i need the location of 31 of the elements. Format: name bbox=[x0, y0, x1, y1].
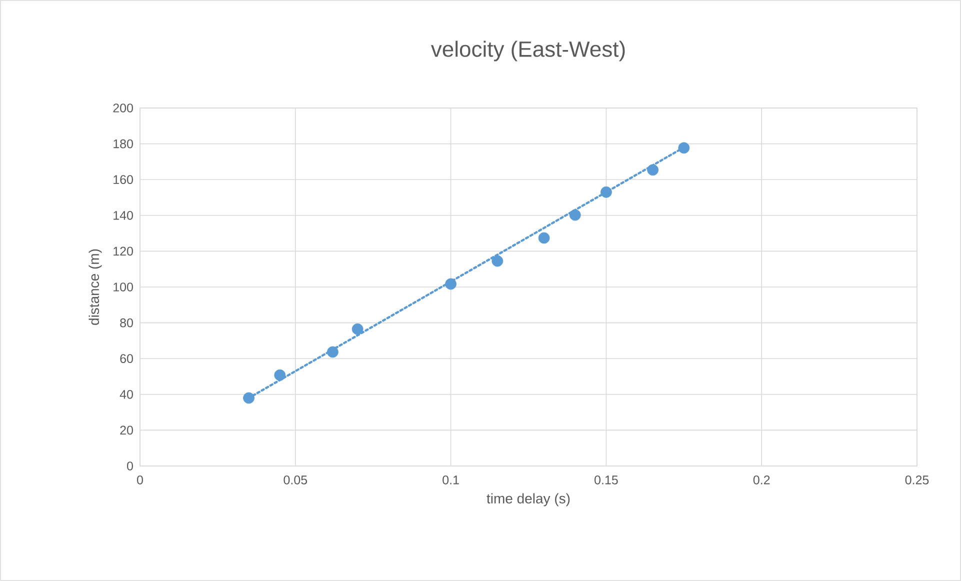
point bbox=[445, 278, 457, 290]
x-tick-label: 0.15 bbox=[594, 476, 618, 484]
y-tick-label: 120 bbox=[114, 246, 133, 256]
point bbox=[274, 369, 286, 381]
y-tick-label: 40 bbox=[120, 390, 133, 399]
y-tick-label: 20 bbox=[120, 426, 133, 435]
y-tick-label: 160 bbox=[114, 175, 133, 184]
chart-title: velocity (East-West) bbox=[430, 40, 625, 62]
y-axis-title: distance (m) bbox=[88, 249, 102, 325]
y-tick-label: 200 bbox=[113, 104, 133, 112]
y-tick-label: 0 bbox=[127, 462, 133, 470]
point bbox=[327, 346, 338, 358]
y-tick-label: 60 bbox=[120, 354, 133, 364]
x-tick-label: 0.2 bbox=[753, 476, 770, 484]
y-tick-label: 100 bbox=[114, 282, 133, 292]
point bbox=[678, 142, 690, 154]
point bbox=[600, 186, 612, 198]
y-tick-label: 180 bbox=[114, 139, 133, 148]
y-tick-label: 140 bbox=[114, 210, 133, 220]
x-tick-label: 0 bbox=[137, 476, 143, 484]
x-axis-title: time delay (s) bbox=[486, 493, 570, 506]
point bbox=[647, 164, 659, 176]
point bbox=[569, 209, 581, 221]
point bbox=[492, 255, 504, 267]
x-tick-label: 0.05 bbox=[284, 476, 308, 484]
point bbox=[352, 323, 364, 335]
x-tick-label: 0.1 bbox=[442, 476, 459, 484]
x-tick-label: 0.25 bbox=[905, 476, 929, 484]
point bbox=[538, 232, 550, 244]
y-tick-label: 80 bbox=[120, 318, 133, 328]
point bbox=[243, 392, 254, 404]
